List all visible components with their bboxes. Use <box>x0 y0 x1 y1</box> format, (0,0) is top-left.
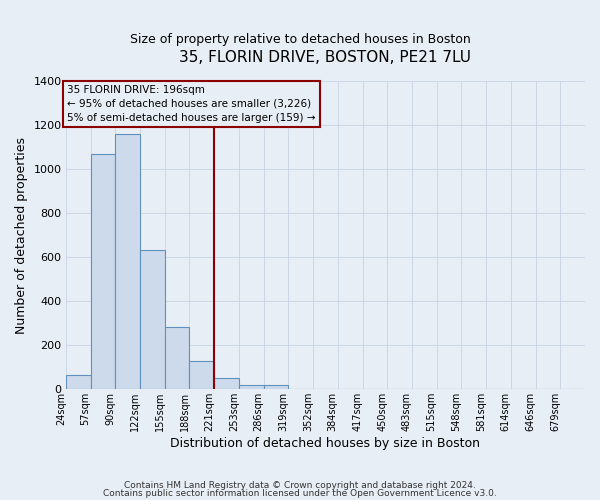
X-axis label: Distribution of detached houses by size in Boston: Distribution of detached houses by size … <box>170 437 481 450</box>
Text: Contains public sector information licensed under the Open Government Licence v3: Contains public sector information licen… <box>103 488 497 498</box>
Bar <box>140 250 165 390</box>
Bar <box>190 360 214 390</box>
Bar <box>263 385 289 390</box>
Title: 35, FLORIN DRIVE, BOSTON, PE21 7LU: 35, FLORIN DRIVE, BOSTON, PE21 7LU <box>179 50 472 65</box>
Bar <box>165 326 190 390</box>
Bar <box>115 134 140 390</box>
Text: Size of property relative to detached houses in Boston: Size of property relative to detached ho… <box>130 32 470 46</box>
Bar <box>214 378 239 390</box>
Text: 35 FLORIN DRIVE: 196sqm
← 95% of detached houses are smaller (3,226)
5% of semi-: 35 FLORIN DRIVE: 196sqm ← 95% of detache… <box>67 84 316 122</box>
Bar <box>66 375 91 390</box>
Text: Contains HM Land Registry data © Crown copyright and database right 2024.: Contains HM Land Registry data © Crown c… <box>124 481 476 490</box>
Bar <box>91 154 115 390</box>
Y-axis label: Number of detached properties: Number of detached properties <box>15 137 28 334</box>
Bar <box>239 385 263 390</box>
